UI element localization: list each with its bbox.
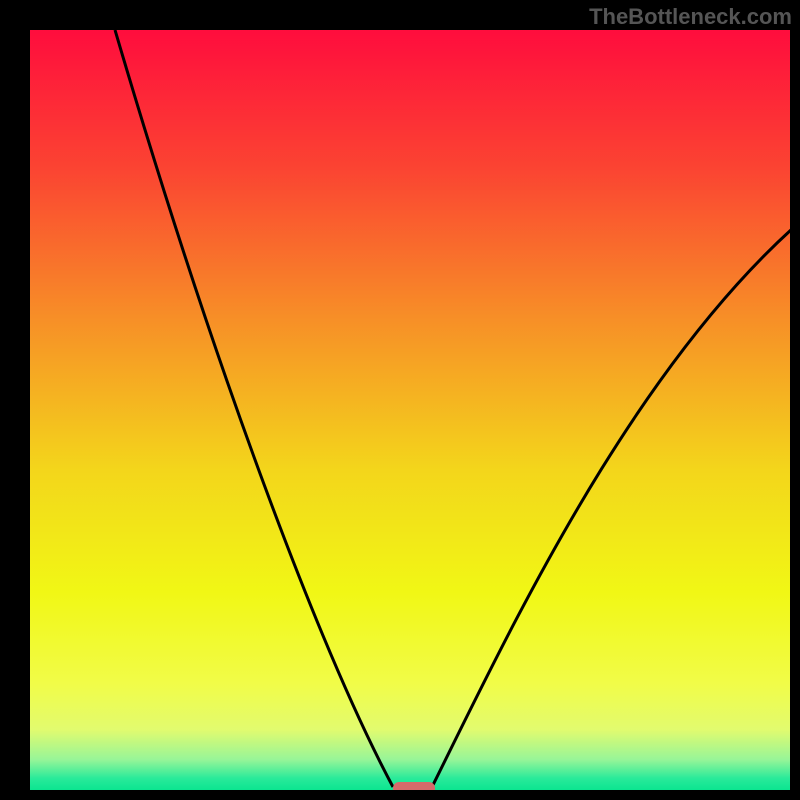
watermark-text: TheBottleneck.com [589, 4, 792, 30]
chart-container [30, 30, 790, 790]
gradient-background [30, 30, 790, 790]
